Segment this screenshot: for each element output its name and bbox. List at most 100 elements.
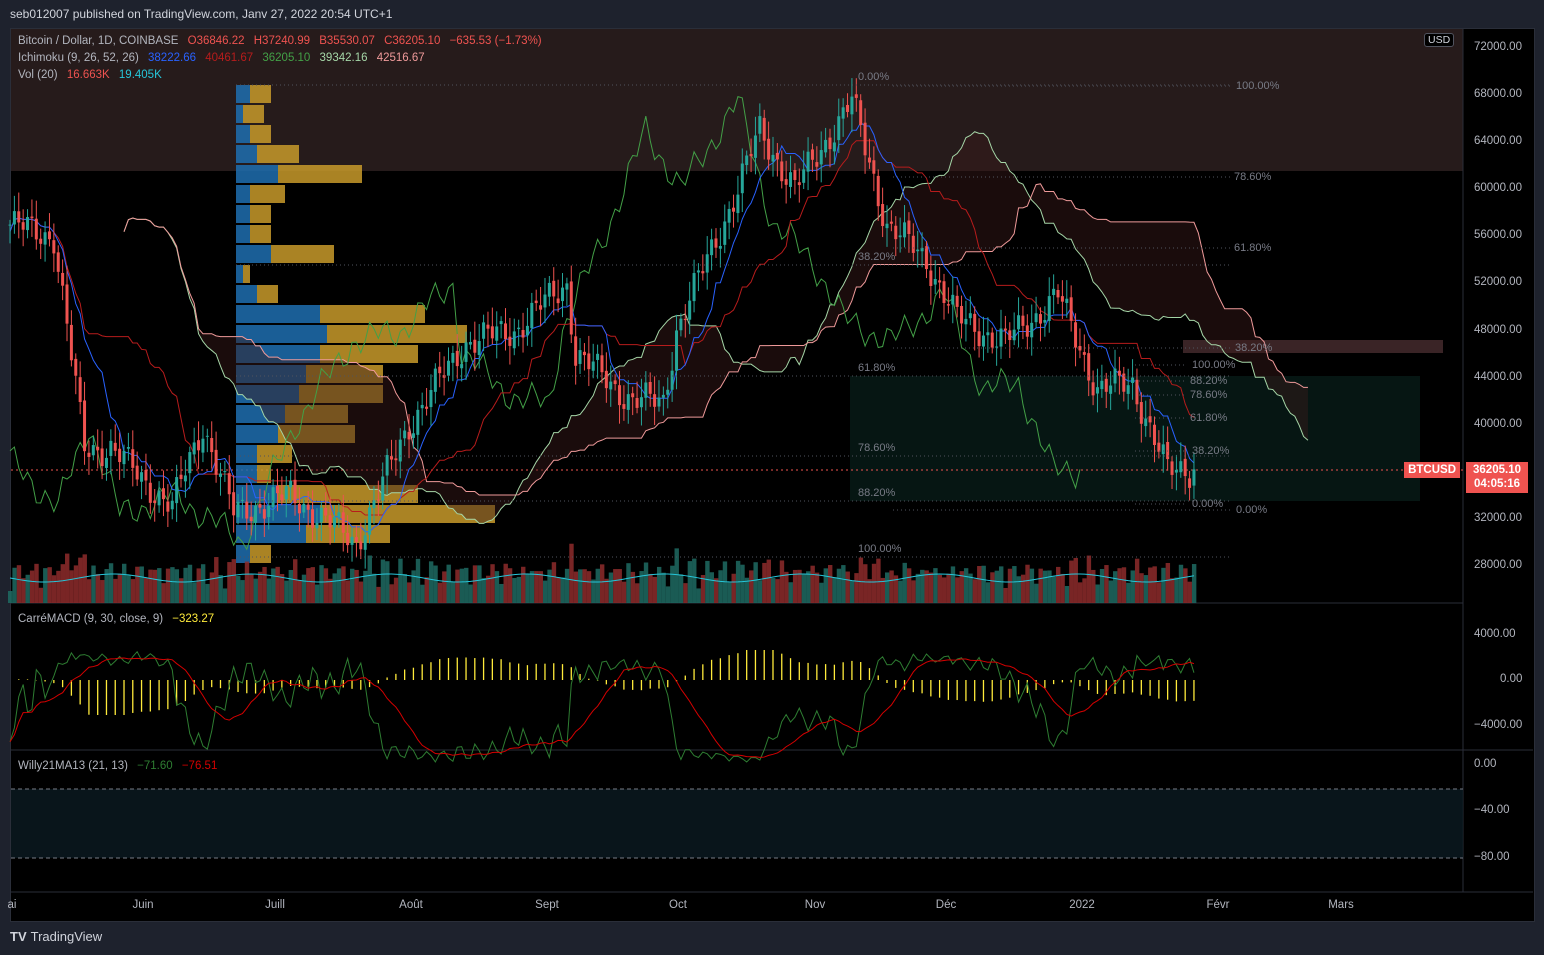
candle-body xyxy=(407,431,411,440)
volume-bar xyxy=(472,565,478,603)
volume-bar xyxy=(1117,568,1122,603)
candle-body xyxy=(837,116,841,141)
willy-ma-value: −76.51 xyxy=(181,760,218,772)
volume-bar xyxy=(1016,576,1021,603)
candle-body xyxy=(1017,315,1021,330)
candle-body xyxy=(679,318,683,331)
volume-bar xyxy=(1012,566,1017,603)
candle-body xyxy=(600,355,604,373)
candle-body xyxy=(508,336,512,346)
volume-bar xyxy=(485,575,491,603)
candle-body xyxy=(881,204,885,227)
candle-body xyxy=(946,304,950,306)
candle-body xyxy=(705,254,709,273)
candle-body xyxy=(104,457,108,468)
volume-bar xyxy=(481,577,486,603)
candle-body xyxy=(376,499,380,501)
volume-bar xyxy=(674,548,679,603)
candle-body xyxy=(648,381,652,394)
volume-profile-down xyxy=(320,305,425,323)
volume-bar xyxy=(165,568,171,603)
volume-bar xyxy=(994,570,1000,603)
candle-body xyxy=(819,150,823,165)
time-tick: Juin xyxy=(132,899,154,911)
ichimoku-chikou xyxy=(9,95,1081,551)
volume-bar xyxy=(420,584,425,603)
volume-bar xyxy=(784,571,789,603)
willy-band xyxy=(11,789,1463,858)
volume-bar xyxy=(683,583,688,603)
time-tick: Août xyxy=(399,899,423,911)
volume-bar xyxy=(25,574,30,603)
ichimoku-cloud xyxy=(124,131,1308,524)
volume-bar xyxy=(560,577,565,603)
candle-body xyxy=(920,247,924,252)
candle-body xyxy=(876,175,880,207)
currency-button[interactable]: USD xyxy=(1424,33,1455,47)
candle-body xyxy=(832,142,836,152)
price-tick: 68000.00 xyxy=(1474,88,1522,101)
main-legend: Bitcoin / Dollar, 1D, COINBASE O36846.22… xyxy=(18,35,548,47)
volume-bar xyxy=(797,569,802,603)
candle-body xyxy=(109,440,113,456)
candle-body xyxy=(91,445,95,456)
candle-body xyxy=(1113,368,1117,384)
volume-bar xyxy=(1020,574,1026,603)
volume-bar xyxy=(968,573,973,603)
volume-bar xyxy=(656,566,662,603)
macd-tick: −4000.00 xyxy=(1474,719,1523,731)
price-tick: 64000.00 xyxy=(1474,135,1522,148)
volume-bar xyxy=(586,571,592,603)
fib-level-label: 78.60% xyxy=(1234,171,1272,183)
candle-body xyxy=(701,271,705,274)
volume-bar xyxy=(1121,567,1127,603)
volume-bar xyxy=(192,582,197,603)
volume-legend[interactable]: Vol (20) 16.663K 19.405K xyxy=(18,69,168,81)
volume-bar xyxy=(542,580,548,603)
candle-body xyxy=(981,335,985,347)
volume-bar xyxy=(1130,570,1135,603)
volume-bar xyxy=(1191,564,1197,603)
candle-body xyxy=(350,536,354,545)
volume-bar xyxy=(231,559,237,603)
volume-bar xyxy=(477,565,482,603)
candle-body xyxy=(1012,329,1016,341)
candle-body xyxy=(30,216,34,219)
tradingview-logo[interactable]: TV TradingView xyxy=(10,929,102,944)
symbol-name[interactable]: Bitcoin / Dollar, 1D, COINBASE xyxy=(18,35,179,47)
candle-body xyxy=(841,107,845,119)
time-tick: Déc xyxy=(935,899,957,911)
volume-bar xyxy=(696,588,701,603)
volume-bar xyxy=(608,572,614,603)
macd-legend[interactable]: CarréMACD (9, 30, close, 9) −323.27 xyxy=(18,613,220,625)
volume-bar xyxy=(718,570,723,603)
candle-body xyxy=(828,137,832,150)
candle-body xyxy=(438,366,442,374)
price-tick: 52000.00 xyxy=(1474,276,1522,289)
volume-bar xyxy=(249,574,254,603)
candle-body xyxy=(534,300,538,304)
candle-body xyxy=(942,281,946,303)
volume-bar xyxy=(82,554,87,603)
time-tick: Mars xyxy=(1328,899,1354,911)
candle-body xyxy=(100,448,104,467)
volume-bar xyxy=(827,565,833,603)
willy-legend[interactable]: Willy21MA13 (21, 13) −71.60 −76.51 xyxy=(18,760,223,772)
volume-bar xyxy=(503,563,508,603)
volume-bar xyxy=(713,578,719,603)
volume-bar xyxy=(244,561,250,603)
candle-body xyxy=(1104,378,1108,392)
candle-body xyxy=(118,448,122,463)
fib-level-label: 88.20% xyxy=(1190,375,1228,387)
volume-profile-down xyxy=(257,285,278,303)
candle-body xyxy=(1192,469,1196,486)
ichimoku-legend[interactable]: Ichimoku (9, 26, 52, 26) 38222.66 40461.… xyxy=(18,52,431,64)
volume-bar xyxy=(1170,578,1175,603)
volume-bar xyxy=(880,577,886,603)
candle-body xyxy=(464,342,468,362)
candle-body xyxy=(157,490,161,506)
volume-bar xyxy=(946,573,951,603)
candle-body xyxy=(863,122,867,156)
macd-tick: 4000.00 xyxy=(1474,628,1516,640)
